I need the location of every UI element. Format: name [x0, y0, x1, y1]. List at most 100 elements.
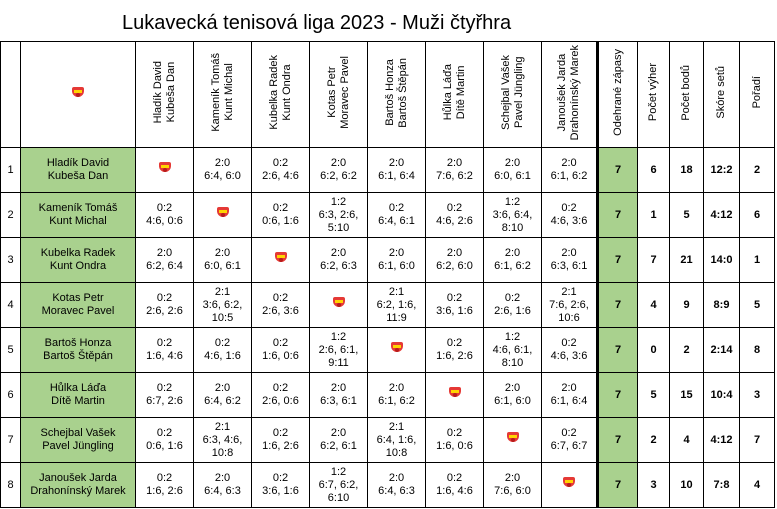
self-match-cell — [251, 237, 310, 283]
match-result-cell: 2:0 6:1, 6:2 — [483, 237, 542, 283]
match-result-line: 6:4, 6:3 — [378, 485, 415, 497]
match-result-cell: 2:0 6:2, 6:4 — [135, 237, 194, 283]
rank-cell: 4 — [739, 462, 775, 508]
match-result-cell: 2:0 7:6, 6:2 — [425, 147, 484, 193]
self-match-cell — [309, 282, 368, 328]
stat-column-header: Skóre setů — [703, 41, 740, 148]
match-result-line: 2:0 — [388, 472, 405, 484]
team-name-line: Drahonínský Marek — [30, 485, 126, 497]
match-result-line: 2:0 — [388, 247, 405, 259]
team-column-header: Kubelka Radek Kunt Ondra — [251, 41, 310, 148]
team-column-header: Bartoš Honza Bartoš Štěpán — [367, 41, 426, 148]
stat-column-header: Počet bodů — [669, 41, 704, 148]
team-header-line: Kubeša Dan — [164, 62, 177, 123]
table-row: 6 Hůlka Láďa Dítě Martin 0:2 6:7, 2:6 2:0 6:4,… — [0, 372, 775, 418]
match-result-line: 5:10 — [327, 221, 350, 234]
wins-cell: 3 — [637, 462, 670, 508]
match-result-cell: 0:2 6:7, 2:6 — [135, 372, 194, 418]
team-header-line: Pavel Jüngling — [512, 56, 525, 129]
team-name-line: Dítě Martin — [51, 395, 105, 407]
team-name-line: Bartoš Honza — [44, 337, 112, 349]
match-result-line: 1:2 — [504, 195, 521, 208]
club-logo-icon — [390, 342, 404, 354]
match-result-line: 2:0 — [561, 247, 577, 259]
team-column-label: Kameník Tomáš Kunt Michal — [210, 53, 236, 132]
match-result-line: 2:0 — [504, 157, 521, 169]
table-row: 1 Hladík David Kubeša Dan 2:0 6:4, 6:0 0:2 2:6… — [0, 147, 775, 193]
match-result-line: 0:2 — [214, 337, 231, 349]
match-result-cell: 2:1 6:2, 1:6, 11:9 — [367, 282, 426, 328]
match-result-line: 6:3, 2:6, — [318, 208, 359, 221]
club-logo-icon — [216, 207, 230, 219]
match-result-line: 2:1 — [214, 285, 231, 298]
header-row: Hladík David Kubeša Dan Kameník Tomáš Kunt … — [0, 41, 775, 148]
match-result-line: 1:2 — [330, 195, 347, 208]
row-number: 4 — [0, 282, 21, 328]
match-result-cell: 1:2 6:7, 6:2, 6:10 — [309, 462, 368, 508]
club-logo-icon — [562, 477, 576, 489]
team-header-line: Kubelka Radek — [267, 55, 280, 130]
club-logo-icon — [448, 387, 462, 399]
match-result-line: 6:10 — [327, 491, 350, 504]
match-result-line: 3:6, 1:6 — [436, 305, 473, 317]
match-result-line: 0:2 — [446, 337, 463, 349]
match-result-line: 3:6, 6:2, — [202, 298, 243, 311]
match-result-line: 2:0 — [504, 247, 521, 259]
match-result-line: 4:6, 3:6 — [550, 350, 588, 362]
match-result-cell: 0:2 1:6, 4:6 — [425, 462, 484, 508]
match-result-line: 2:0 — [388, 382, 405, 394]
match-result-line: 2:0 — [330, 382, 347, 394]
match-result-cell: 0:2 2:6, 0:6 — [251, 372, 310, 418]
match-result-cell: 2:0 6:4, 6:2 — [193, 372, 252, 418]
wins-cell: 1 — [637, 192, 670, 238]
match-result-line: 10:8 — [211, 446, 234, 459]
match-result-line: 1:2 — [330, 465, 347, 478]
match-result-line: 10:8 — [385, 446, 408, 459]
match-result-line: 6:7, 2:6 — [146, 395, 183, 407]
match-result-line: 2:0 — [330, 427, 347, 439]
rank-cell: 5 — [739, 282, 775, 328]
match-result-cell: 0:2 2:6, 2:6 — [135, 282, 194, 328]
match-result-line: 0:2 — [446, 202, 463, 214]
team-header-line: Kameník Tomáš — [209, 53, 222, 132]
match-result-line: 7:6, 6:2 — [436, 170, 473, 182]
match-result-line: 6:2, 6:4 — [146, 260, 183, 272]
sets-cell: 2:14 — [703, 327, 740, 373]
match-result-cell: 2:0 6:4, 6:3 — [193, 462, 252, 508]
match-result-line: 0:2 — [272, 202, 289, 214]
match-result-cell: 1:2 4:6, 6:1, 8:10 — [483, 327, 542, 373]
match-result-cell: 2:0 6:1, 6:0 — [367, 237, 426, 283]
match-result-cell: 0:2 4:6, 2:6 — [425, 192, 484, 238]
team-name-cell: Janoušek Jarda Drahonínský Marek — [20, 462, 136, 508]
match-result-line: 6:4, 6:3 — [204, 485, 241, 497]
team-name-line: Hladík David — [46, 157, 110, 169]
header-logo-cell — [20, 41, 136, 148]
row-number: 5 — [0, 327, 21, 373]
played-cell: 7 — [596, 192, 638, 238]
self-match-cell — [425, 372, 484, 418]
team-column-label: Bartoš Honza Bartoš Štěpán — [384, 58, 410, 128]
wins-cell: 4 — [637, 282, 670, 328]
team-column-label: Hůlka Láďa Dítě Martin — [442, 64, 468, 120]
page-title: Lukavecká tenisová liga 2023 - Muži čtyř… — [122, 12, 512, 34]
match-result-line: 0:2 — [156, 292, 173, 304]
match-result-line: 6:0, 6:1 — [204, 260, 241, 272]
match-result-line: 1:6, 2:6 — [436, 350, 473, 362]
wins-cell: 0 — [637, 327, 670, 373]
table-row: 2 Kameník Tomáš Kunt Michal 0:2 4:6, 0:6 0:2 0… — [0, 192, 775, 238]
team-name-line: Kotas Petr — [52, 292, 104, 304]
match-result-line: 6:1, 6:2 — [378, 395, 415, 407]
table-row: 3 Kubelka Radek Kunt Ondra 2:0 6:2, 6:4 2:0 6:… — [0, 237, 775, 283]
match-result-line: 1:6, 4:6 — [436, 485, 473, 497]
match-result-line: 6:2, 6:3 — [320, 260, 357, 272]
stat-column-header: Pořadí — [739, 41, 775, 148]
match-result-cell: 0:2 6:7, 6:7 — [541, 417, 598, 463]
match-result-cell: 1:2 6:3, 2:6, 5:10 — [309, 192, 368, 238]
team-header-line: Schejbal Vašek — [499, 54, 512, 130]
team-name-cell: Bartoš Honza Bartoš Štěpán — [20, 327, 136, 373]
team-header-line: Janoušek Jarda — [556, 53, 568, 132]
match-result-line: 2:0 — [214, 472, 231, 484]
match-result-line: 0:2 — [561, 202, 577, 214]
played-cell: 7 — [596, 417, 638, 463]
club-logo-icon — [274, 252, 288, 264]
